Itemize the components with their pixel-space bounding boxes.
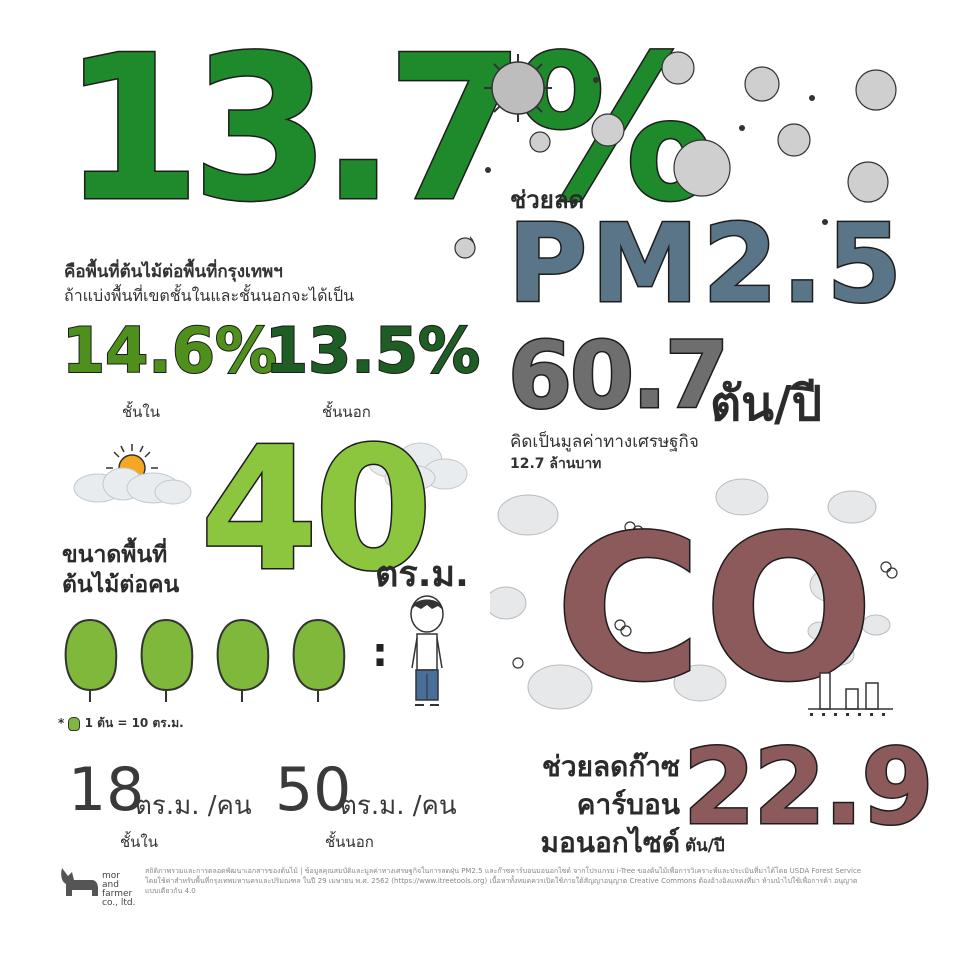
subcaption: ถ้าแบ่งพื้นที่เขตชั้นในและชั้นนอกจะได้เป… xyxy=(64,286,355,305)
outer-zone-percentage: 13.5% xyxy=(264,314,481,387)
co-label: ช่วยลดก๊าซ คาร์บอน มอนอกไซด์ xyxy=(510,748,680,862)
co-value: 22.9 xyxy=(682,726,936,848)
outer-zone-area-value: 50 xyxy=(275,755,352,825)
co-label-line1: ช่วยลดก๊าซ xyxy=(541,750,680,783)
pm-note-line2: 12.7 ล้านบาท xyxy=(510,456,602,472)
virus-illustration xyxy=(470,51,897,261)
co-label-line3: มอนอกไซด์ xyxy=(540,826,680,859)
area-per-person-label: ขนาดพื้นที่ ต้นไม้ต่อคน xyxy=(62,540,179,600)
inner-zone-area-label: ชั้นใน xyxy=(120,833,159,851)
headline-caption: คือพื้นที่ต้นไม้ต่อพื้นที่กรุงเทพฯ xyxy=(64,262,283,282)
cloud-icon xyxy=(490,478,891,710)
outer-zone-area-label: ชั้นนอก xyxy=(325,833,374,851)
tree-icon xyxy=(68,716,81,731)
footer-credit: สถิติภาพรวมและการตลอดพัฒนาเอกสารของต้นไม… xyxy=(145,867,862,895)
person-icon xyxy=(410,595,444,706)
brand-logo-icon xyxy=(61,868,98,896)
smoke-ring-icon xyxy=(512,521,898,669)
area-label-line2: ต้นไม้ต่อคน xyxy=(62,572,180,598)
virus-icon xyxy=(470,51,897,256)
inner-zone-area-unit: ตร.ม. /คน xyxy=(135,791,252,821)
area-per-person-value: 40 xyxy=(199,411,435,609)
area-unit: ตร.ม. xyxy=(375,554,469,595)
virus-icon xyxy=(485,77,885,261)
virus-icon xyxy=(484,54,552,122)
cloud-icon xyxy=(367,442,468,492)
ratio-symbol: : xyxy=(372,630,388,676)
inner-zone-label: ชั้นใน xyxy=(122,403,161,421)
tree-icon xyxy=(292,618,346,702)
pm-title: PM2.5 xyxy=(507,202,906,327)
inner-zone-percentage: 14.6% xyxy=(61,314,278,387)
tree-row xyxy=(64,618,346,702)
brand-line3: farmer xyxy=(102,889,133,899)
brand-line2: and xyxy=(102,880,119,890)
pm-value: 60.7 xyxy=(507,322,731,429)
sun-cloud-illustration xyxy=(73,444,192,505)
brand-line4: co., ltd. xyxy=(102,898,136,908)
factory-icon xyxy=(808,672,893,716)
tree-icon xyxy=(64,618,118,702)
co-unit: ตัน/ปี xyxy=(685,836,725,856)
tree-legend: * 1 ต้น = 10 ตร.ม. xyxy=(58,716,184,731)
pm-note-line1: คิดเป็นมูลค่าทางเศรษฐกิจ xyxy=(510,432,699,452)
outer-zone-label: ชั้นนอก xyxy=(322,403,371,421)
tree-icon xyxy=(216,618,270,702)
cloud-icon xyxy=(73,467,192,505)
inner-zone-area-value: 18 xyxy=(68,755,145,825)
brand-line1: mor xyxy=(102,871,120,881)
smoke-cloud-illustration xyxy=(490,478,898,710)
pm-heading: ช่วยลด xyxy=(510,186,585,214)
outer-zone-area-unit: ตร.ม. /คน xyxy=(340,791,457,821)
co-label-line2: คาร์บอน xyxy=(576,788,680,821)
tree-icon xyxy=(140,618,194,702)
brand-name: mor and farmer co., ltd. xyxy=(102,872,136,908)
virus-icon xyxy=(454,237,476,259)
area-label-line1: ขนาดพื้นที่ xyxy=(62,542,168,568)
pm-unit: ตัน/ปี xyxy=(710,376,822,432)
tree-legend-text: 1 ต้น = 10 ตร.ม. xyxy=(84,716,184,730)
